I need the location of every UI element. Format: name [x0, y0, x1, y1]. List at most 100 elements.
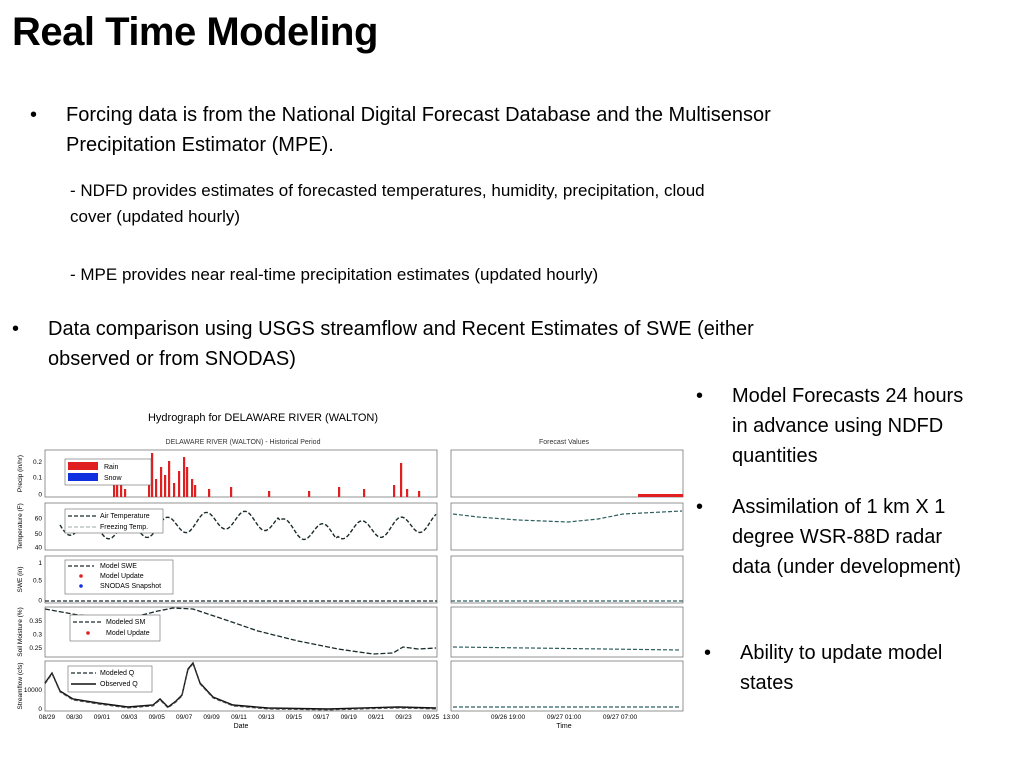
legend-label-model-swe: Model SWE — [100, 563, 137, 570]
y-axis-label: Streamflow (cfs) — [17, 663, 24, 710]
slide-title: Real Time Modeling — [12, 10, 378, 54]
air-temperature-line — [59, 510, 437, 541]
x-tick-label-date: 09/09 — [203, 714, 220, 721]
legend-label-model-update: Model Update — [100, 573, 144, 580]
panel-frame-left — [44, 502, 438, 551]
panel-frame-left — [44, 660, 438, 712]
panel-frame-left — [44, 449, 438, 498]
x-axis-label-time: Time — [556, 723, 571, 730]
forecast-label: Forecast Values — [539, 439, 590, 446]
y-tick-label: 0.2 — [33, 459, 42, 466]
bullet-dot: • — [12, 318, 20, 340]
q-legend-box — [67, 665, 153, 693]
x-tick-label-date: 08/29 — [39, 714, 56, 721]
sub-mpe: - MPE provides near real-time precipitat… — [70, 265, 599, 284]
y-axis-label: Soil Moisture (%) — [17, 607, 24, 656]
bullet-model-forecasts: • Model Forecasts 24 hours in advance us… — [696, 381, 982, 471]
y-tick-label: 0.35 — [29, 618, 42, 625]
y-tick-label: 60 — [35, 516, 43, 523]
precip-bar — [124, 489, 127, 497]
forecast-sm-line — [452, 646, 682, 651]
bullet-forcing-text: Forcing data is from the National Digita… — [66, 104, 771, 156]
legend-marker-sm-update — [86, 631, 90, 635]
precip-bar — [173, 483, 176, 497]
precip-bar — [160, 467, 163, 497]
legend-label-modeled-q: Modeled Q — [100, 670, 135, 677]
panel-frame-right — [450, 606, 684, 658]
precip-bar — [308, 491, 311, 497]
panel-frame-right — [450, 660, 684, 712]
panel-frame-right — [450, 555, 684, 604]
bullet-data-comparison: • Data comparison using USGS streamflow … — [12, 314, 808, 374]
legend-label-observed-q: Observed Q — [100, 681, 138, 688]
hydrograph-svg: Hydrograph for DELAWARE RIVER (WALTON) DE… — [17, 412, 684, 730]
precip-bar — [155, 479, 158, 497]
legend-label-snow: Snow — [104, 475, 122, 482]
x-tick-label-date: 09/23 — [395, 714, 412, 721]
y-tick-label: 0 — [38, 492, 42, 499]
hydrograph-figure: Hydrograph for DELAWARE RIVER (WALTON) DE… — [8, 400, 688, 735]
bullet-forcing-data: • Forcing data is from the National Digi… — [30, 100, 786, 160]
legend-label-air-temp: Air Temperature — [100, 513, 150, 520]
legend-marker-snodas — [79, 584, 83, 588]
legend-label-sm-update: Model Update — [106, 630, 150, 637]
panel-frame-left — [44, 555, 438, 604]
y-tick-label: 0.1 — [33, 474, 42, 481]
bullet-assimilation: • Assimilation of 1 km X 1 degree WSR-88… — [696, 492, 982, 582]
precip-bar — [168, 461, 171, 497]
precip-bar — [208, 489, 211, 497]
y-tick-label: 40 — [35, 545, 43, 552]
precip-bar — [230, 487, 233, 497]
precip-bar — [406, 489, 409, 497]
bullet-dot: • — [30, 104, 38, 126]
y-tick-label: 0 — [38, 598, 42, 605]
bullet-dot: • — [696, 385, 704, 407]
bullet-dot: • — [696, 496, 704, 518]
precip-bar — [363, 489, 366, 497]
x-axis-label-date: Date — [234, 723, 249, 730]
precip-bar — [194, 485, 197, 497]
bullet-update-text: Ability to update model states — [740, 642, 943, 694]
y-tick-label: 0.5 — [33, 577, 42, 584]
y-tick-label: 0.3 — [33, 632, 42, 639]
bullet-assimilation-text: Assimilation of 1 km X 1 degree WSR-88D … — [732, 496, 962, 578]
precip-bar — [191, 479, 194, 497]
precip-bar — [120, 485, 123, 497]
y-tick-label: 10000 — [24, 687, 42, 694]
bullet-comparison-text: Data comparison using USGS streamflow an… — [48, 318, 754, 370]
x-tick-label-date: 09/15 — [286, 714, 303, 721]
sm-legend-box — [69, 614, 161, 642]
modeled-q-line — [44, 663, 437, 711]
legend-label-rain: Rain — [104, 464, 119, 471]
x-tick-label-date: 09/01 — [94, 714, 111, 721]
legend-swatch-snow — [68, 473, 98, 481]
x-tick-label-date: 09/25 — [423, 714, 440, 721]
precip-bar — [164, 475, 167, 497]
historical-label: DELAWARE RIVER (WALTON) - Historical Per… — [166, 439, 321, 446]
legend-label-freezing: Freezing Temp. — [100, 524, 148, 531]
precip-bar — [393, 485, 396, 497]
legend-swatch-rain — [68, 462, 98, 470]
observed-q-line — [44, 661, 437, 710]
x-tick-label-date: 08/30 — [66, 714, 83, 721]
precip-bar — [338, 487, 341, 497]
panel-frame-left — [44, 606, 438, 658]
x-tick-label-date: 09/03 — [121, 714, 138, 721]
legend-label-modeled-sm: Modeled SM — [106, 619, 145, 626]
x-tick-label-time: 13:00 — [443, 714, 460, 721]
y-tick-label: 0.25 — [29, 645, 42, 652]
x-tick-label-date: 09/19 — [341, 714, 358, 721]
precip-bar — [418, 491, 421, 497]
panel-frame-right — [450, 449, 684, 498]
y-axis-label: Precip (in/hr) — [17, 455, 24, 492]
x-tick-label-time: 09/26 19:00 — [491, 714, 526, 721]
y-tick-label: 50 — [35, 531, 43, 538]
bullet-dot: • — [704, 642, 712, 664]
temp-legend-box — [64, 508, 164, 534]
forecast-temperature-line — [452, 510, 683, 523]
panel-frame-right — [450, 502, 684, 551]
precip-bar — [183, 457, 186, 497]
y-tick-label: 1 — [38, 560, 42, 567]
x-tick-label-date: 09/05 — [149, 714, 166, 721]
precip-bar — [186, 467, 189, 497]
